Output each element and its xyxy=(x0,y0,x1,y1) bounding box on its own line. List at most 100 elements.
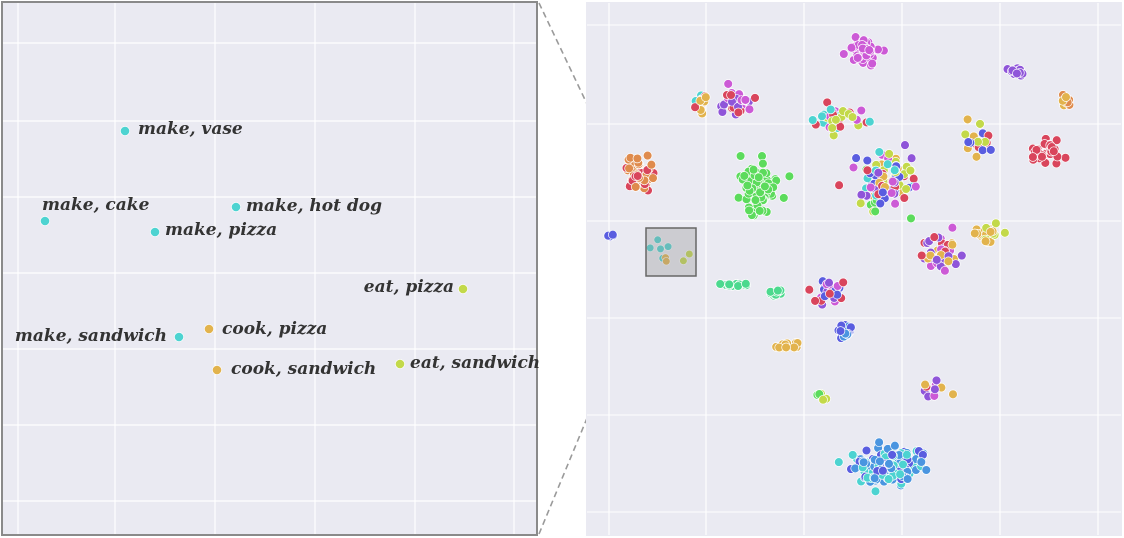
overview-point xyxy=(807,115,818,125)
point-label-make-hot-dog: make, hot dog xyxy=(246,196,382,216)
overview-point xyxy=(970,228,980,239)
overview-point xyxy=(957,250,967,261)
overview-point xyxy=(986,145,996,155)
overview-point xyxy=(931,375,942,386)
overview-point xyxy=(1049,146,1059,156)
overview-point xyxy=(1051,135,1062,145)
overview-plot-background xyxy=(586,2,1122,536)
overview-point xyxy=(739,171,750,181)
overview-point xyxy=(827,123,837,133)
overview-point xyxy=(810,296,820,306)
overview-point xyxy=(742,180,753,191)
overview-point xyxy=(867,58,877,69)
overview-point xyxy=(911,181,921,192)
overview-point xyxy=(858,457,869,468)
overview-point xyxy=(690,102,700,112)
overview-point xyxy=(991,218,1001,229)
overview-point xyxy=(834,457,844,467)
overview-point xyxy=(930,384,940,395)
overview-point xyxy=(624,163,634,174)
zoom-point xyxy=(458,284,468,294)
overview-point xyxy=(646,159,657,170)
overview-point xyxy=(831,115,841,125)
overview-point xyxy=(846,42,857,53)
overview-point xyxy=(947,239,958,250)
overview-point xyxy=(884,149,894,159)
overview-point xyxy=(608,229,618,240)
overview-point xyxy=(895,469,905,479)
overview-point xyxy=(723,79,733,89)
overview-point xyxy=(870,486,881,497)
overview-point xyxy=(701,92,711,102)
point-label-make-sandwich: make, sandwich xyxy=(15,326,167,346)
overview-point xyxy=(824,277,834,288)
point-label-cook-pizza: cook, pizza xyxy=(222,319,327,339)
overview-point xyxy=(856,190,867,200)
overview-point xyxy=(740,95,751,105)
overview-point xyxy=(856,105,867,116)
overview-point xyxy=(744,104,755,115)
overview-point xyxy=(847,450,858,460)
overview-point xyxy=(920,379,930,390)
overview-point xyxy=(865,116,875,127)
overview-point xyxy=(744,205,754,216)
overview-point xyxy=(1037,152,1047,162)
overview-point xyxy=(902,474,913,484)
overview-point xyxy=(905,165,916,176)
overview-point xyxy=(980,236,991,246)
overview-point xyxy=(715,279,725,289)
point-label-cook-sandwich: cook, sandwich xyxy=(231,359,376,379)
overview-point xyxy=(825,288,835,299)
overview-panel xyxy=(586,2,1122,536)
overview-point xyxy=(1000,228,1010,238)
overview-point xyxy=(884,459,894,469)
overview-zoom-point xyxy=(653,235,662,244)
overview-point xyxy=(861,445,872,456)
overview-point xyxy=(760,181,770,192)
overview-point xyxy=(838,277,848,288)
overview-point xyxy=(632,153,643,164)
zoom-point xyxy=(395,359,405,369)
overview-point xyxy=(852,53,863,63)
overview-point xyxy=(779,193,789,203)
overview-point xyxy=(869,473,880,483)
overview-point xyxy=(962,114,973,125)
overview-point xyxy=(890,198,900,209)
overview-point xyxy=(916,250,927,261)
zoom-point xyxy=(120,126,130,136)
overview-point xyxy=(724,279,734,290)
overview-point xyxy=(733,192,744,203)
zoom-region-highlight xyxy=(645,227,697,277)
overview-point xyxy=(943,256,954,267)
overview-point xyxy=(898,459,908,470)
overview-point xyxy=(862,165,873,176)
overview-point xyxy=(726,90,736,100)
overview-point xyxy=(900,140,910,150)
point-label-eat-pizza: eat, pizza xyxy=(364,277,454,297)
overview-point xyxy=(630,182,641,192)
overview-zoom-point xyxy=(662,257,671,266)
overview-point xyxy=(864,45,874,55)
zoom-point xyxy=(150,227,160,237)
overview-point xyxy=(818,394,828,405)
overview-point xyxy=(878,465,888,476)
zoom-point xyxy=(174,332,184,342)
overview-point xyxy=(906,153,917,163)
overview-point xyxy=(878,187,888,198)
zoom-points xyxy=(40,126,468,375)
overview-point xyxy=(870,206,880,217)
overview-point xyxy=(899,193,910,203)
overview-point xyxy=(929,232,940,242)
overview-point xyxy=(932,255,942,265)
overview-point xyxy=(1028,152,1038,162)
overview-point xyxy=(1012,68,1022,79)
overview-point xyxy=(916,457,927,467)
overview-point xyxy=(862,155,873,166)
overview-point xyxy=(975,119,985,129)
overview-point xyxy=(835,326,846,336)
overview-point xyxy=(825,104,836,115)
overview-zoom-point xyxy=(656,244,665,253)
overview-point xyxy=(784,171,795,182)
overview-point xyxy=(947,222,958,233)
